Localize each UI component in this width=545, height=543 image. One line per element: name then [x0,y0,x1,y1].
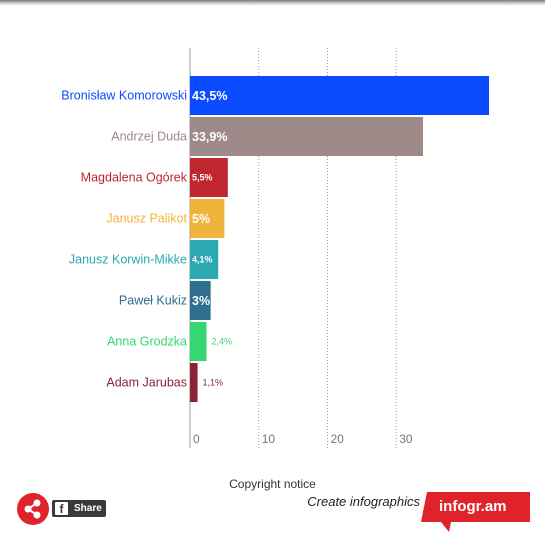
category-label: Paweł Kukiz [119,294,187,308]
value-label: 5% [192,212,210,226]
value-label: 33,9% [192,130,227,144]
top-shadow [0,0,545,6]
share-icon [24,499,41,519]
create-infographics-link[interactable]: Create infographics [307,494,420,509]
category-label: Magdalena Ogórek [81,171,188,185]
value-label: 2,4% [211,337,232,347]
category-label: Anna Grodzka [107,335,187,349]
category-label: Bronisław Komorowski [61,89,187,103]
bar [190,158,228,197]
category-label: Janusz Palikot [106,212,187,226]
value-label: 4,1% [192,255,213,265]
category-label: Adam Jarubas [106,376,187,390]
bar [190,117,424,156]
brand-label: infogr.am [439,498,507,515]
bar [190,76,489,115]
copyright-notice[interactable]: Copyright notice [229,477,316,491]
x-tick-label: 20 [330,432,344,446]
infogram-logo-link[interactable]: infogr.am [421,492,530,532]
x-tick-label: 0 [193,432,200,446]
bar [190,363,198,402]
share-button[interactable] [17,493,49,525]
bar-chart: 0 10 20 30 Bronisław Komorowski 43,5% Andrzej … [61,48,489,448]
facebook-share-button[interactable]: f Share [52,500,106,517]
x-tick-label: 10 [262,432,276,446]
value-label: 1,1% [203,378,224,388]
bar [190,322,207,361]
bar [190,240,219,279]
value-label: 43,5% [192,89,227,103]
brand-ribbon [421,492,530,532]
category-label: Andrzej Duda [111,130,187,144]
share-label: Share [74,503,102,514]
bar [190,199,225,238]
x-tick-label: 30 [399,432,413,446]
value-label: 5,5% [192,173,213,183]
bar [190,281,211,320]
value-label: 3% [192,294,210,308]
facebook-icon: f [55,502,68,516]
category-label: Janusz Korwin-Mikke [69,253,187,267]
